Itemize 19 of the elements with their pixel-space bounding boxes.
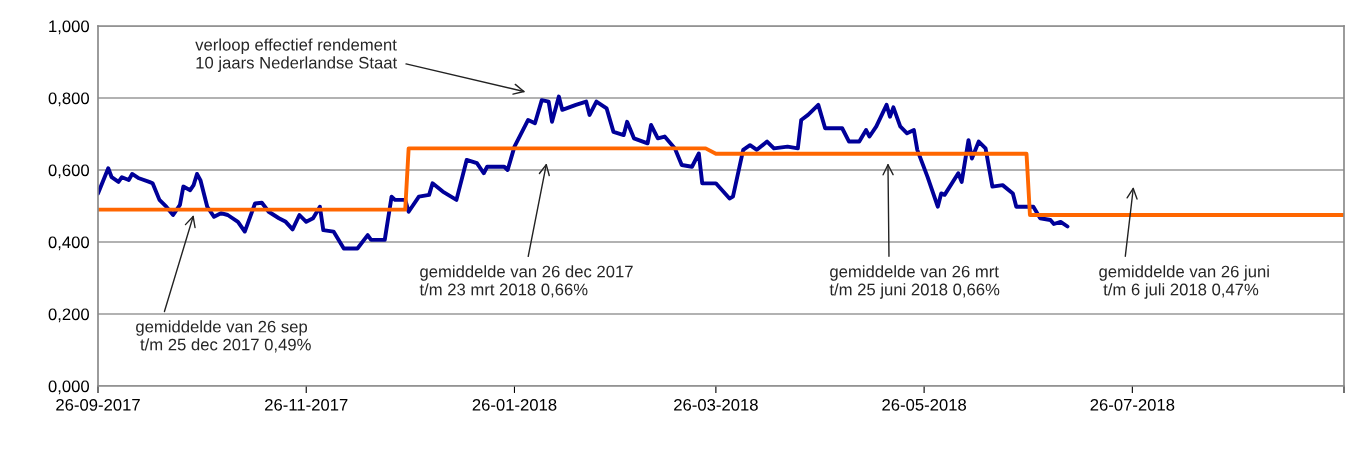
x-tick-label: 26-11-2017 [265, 398, 348, 411]
annotation: gemiddelde van 26 dec 2017 t/m 23 mrt 2018 0,66% [419, 265, 633, 298]
line-series [98, 146, 1344, 217]
y-tick-label: 0,200 [48, 308, 90, 323]
x-tick-label: 26-07-2018 [1090, 398, 1175, 411]
line-series [98, 94, 1070, 251]
x-tick-label: 26-05-2018 [882, 398, 967, 411]
y-tick-label: 1,000 [49, 20, 90, 35]
x-tick-label: 26-03-2018 [674, 398, 758, 411]
y-tick-label: 0,400 [48, 236, 90, 251]
y-tick-label: 0,000 [48, 380, 90, 395]
y-tick-label: 0,800 [48, 92, 90, 107]
annotation: gemiddelde van 26 juni t/m 6 juli 2018 0,47% [1099, 265, 1269, 299]
annotation: gemiddelde van 26 mrt t/m 25 juni 2018 0,66% [829, 265, 1000, 299]
y-tick-label: 0,600 [48, 164, 90, 179]
annotation: gemiddelde van 26 sep t/m 25 dec 2017 0,49% [136, 320, 311, 353]
x-tick-label: 26-01-2018 [472, 398, 557, 411]
annotation: verloop effectief rendement 10 jaars Nederlandse Staat [195, 38, 398, 72]
x-tick-label: 26-09-2017 [56, 398, 140, 411]
